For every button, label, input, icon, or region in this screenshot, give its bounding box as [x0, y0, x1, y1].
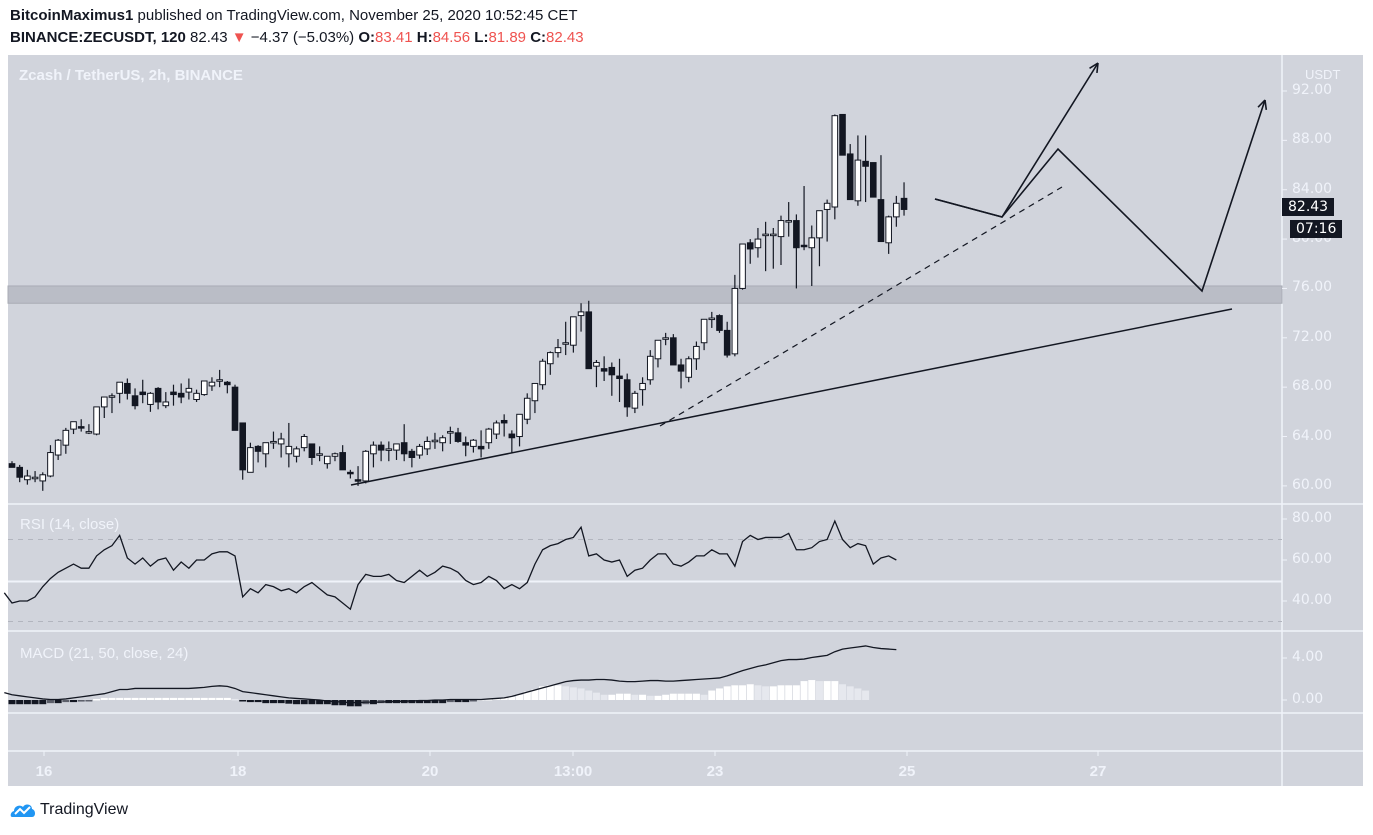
publish-info: BitcoinMaximus1 published on TradingView… [10, 7, 578, 24]
time-tick-label: 20 [421, 763, 439, 780]
low-label: L: [474, 29, 489, 46]
tradingview-logo[interactable]: TradingView [10, 801, 128, 819]
support-zone [7, 285, 1283, 304]
symbol-ohlc-line: BINANCE:ZECUSDT, 120 82.43 ▼ −4.37 (−5.0… [10, 29, 584, 46]
axis-tick-label: 68.00 [1292, 378, 1333, 395]
candlestick-series [8, 113, 908, 491]
pane-separators [8, 55, 1363, 786]
axis-tick-label: 0.00 [1292, 691, 1324, 707]
low-value: 81.89 [488, 29, 531, 46]
axis-tick-label: 60.00 [1292, 551, 1333, 567]
macd-indicator [4, 645, 897, 707]
main-pane-title: Zcash / TetherUS, 2h, BINANCE [19, 67, 243, 84]
axis-tick-label: 64.00 [1292, 427, 1333, 444]
axis-tick-label: 80.00 [1292, 510, 1333, 526]
axis-tick-label: 92.00 [1292, 82, 1333, 98]
time-tick-label: 27 [1089, 763, 1107, 780]
time-tick-label: 23 [706, 763, 724, 780]
tradingview-brand: TradingView [40, 801, 129, 818]
time-tick-label: 18 [229, 763, 247, 780]
cloud-logo-icon [10, 804, 36, 817]
published-text: published on TradingView.com, November 2… [133, 7, 578, 24]
axis-tick-label: 76.00 [1292, 279, 1333, 296]
time-tick-label: 25 [898, 763, 916, 780]
last-price: 82.43 [185, 29, 232, 46]
high-label: H: [416, 29, 433, 46]
author-name[interactable]: BitcoinMaximus1 [10, 7, 134, 24]
high-value: 84.56 [432, 29, 475, 46]
time-tick-label: 13:00 [553, 763, 593, 780]
axis-tick-label: 4.00 [1292, 649, 1324, 665]
close-label: C: [530, 29, 547, 46]
time-tick-label: 16 [35, 763, 53, 780]
axis-tick-label: 88.00 [1292, 131, 1333, 148]
axes-ticks [43, 90, 1287, 756]
open-value: 83.41 [375, 29, 417, 46]
axis-tick-label: 60.00 [1292, 476, 1333, 493]
rsi-pane-title: RSI (14, close) [20, 516, 120, 533]
bar-countdown-tag: 07:16 [1290, 220, 1343, 238]
axis-tick-label: 40.00 [1292, 592, 1333, 608]
axis-tick-label: 72.00 [1292, 328, 1333, 345]
last-price-tag: 82.43 [1282, 198, 1335, 216]
close-value: 82.43 [546, 29, 584, 46]
rsi-indicator [3, 519, 1282, 622]
price-change: −4.37 (−5.03%) [246, 29, 359, 46]
down-arrow-icon: ▼ [231, 29, 247, 46]
open-label: O: [358, 29, 376, 46]
macd-pane-title: MACD (21, 50, close, 24) [20, 645, 189, 662]
axis-tick-label: 84.00 [1292, 180, 1333, 197]
drawing-tools [350, 62, 1268, 486]
currency-label: USDT [1305, 67, 1341, 82]
symbol-label: BINANCE:ZECUSDT, 120 [10, 29, 186, 46]
